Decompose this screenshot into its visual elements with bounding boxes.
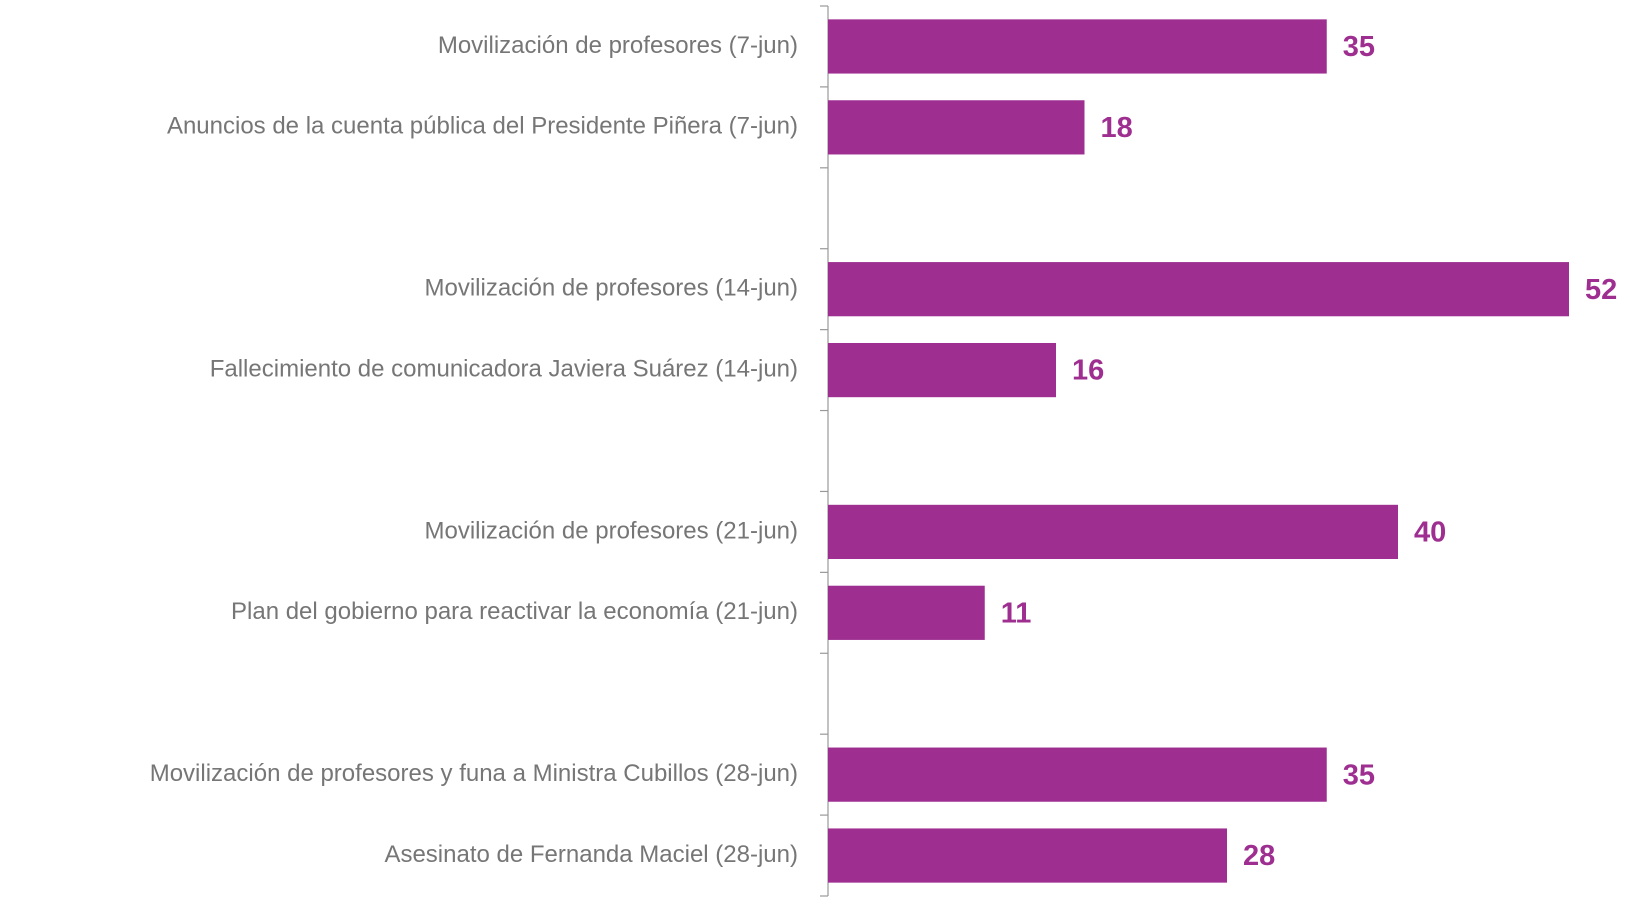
bar bbox=[828, 262, 1569, 317]
bar bbox=[828, 100, 1085, 155]
value-label: 16 bbox=[1072, 355, 1104, 387]
bar bbox=[828, 504, 1398, 560]
category-label: Movilización de profesores (7-jun) bbox=[438, 32, 798, 59]
bar bbox=[828, 828, 1227, 883]
value-label: 11 bbox=[1001, 597, 1032, 629]
category-label: Movilización de profesores (14-jun) bbox=[425, 275, 799, 302]
category-label: Movilización de profesores y funa a Mini… bbox=[150, 760, 798, 787]
value-label: 35 bbox=[1343, 759, 1375, 791]
bar bbox=[828, 19, 1327, 74]
category-label: Movilización de profesores (21-jun) bbox=[425, 517, 799, 544]
bar bbox=[828, 342, 1056, 398]
bar bbox=[828, 585, 985, 640]
value-label: 40 bbox=[1414, 517, 1446, 549]
value-label: 28 bbox=[1243, 840, 1275, 872]
category-label: Fallecimiento de comunicadora Javiera Su… bbox=[210, 355, 798, 382]
category-label: Asesinato de Fernanda Maciel (28-jun) bbox=[384, 841, 798, 868]
value-label: 35 bbox=[1343, 31, 1375, 63]
value-label: 18 bbox=[1101, 112, 1133, 144]
value-label: 52 bbox=[1585, 274, 1617, 306]
bar bbox=[828, 747, 1327, 802]
category-label: Plan del gobierno para reactivar la econ… bbox=[231, 598, 798, 625]
category-label: Anuncios de la cuenta pública del Presid… bbox=[167, 113, 798, 140]
